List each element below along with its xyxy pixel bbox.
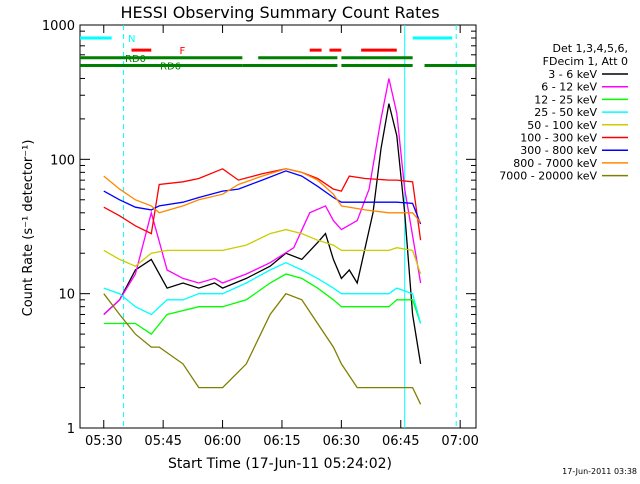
series-line-7 [103,170,422,225]
legend-entry-label: 800 - 7000 keV [513,157,597,170]
series-line-5 [103,228,422,275]
legend-entry-label: 25 - 50 keV [534,106,597,119]
flag-bar-label: RD0 [125,54,146,65]
y-tick-label: 1000 [42,19,75,34]
x-axis-label: Start Time (17-Jun-11 05:24:02) [168,456,392,472]
legend-entry-label: 12 - 25 keV [534,93,597,106]
series-line-1 [103,103,422,365]
series-line-9 [103,292,422,405]
series-line-8 [103,168,422,223]
x-tick-label: 06:45 [382,434,419,449]
x-tick-label: 06:00 [204,434,241,449]
x-tick-label: 06:30 [323,434,360,449]
flag-bar-label: RD6 [160,61,181,72]
series-line-3 [103,273,422,335]
plot-frame [79,24,477,429]
legend-entry-label: 100 - 300 keV [520,132,597,145]
y-axis-label: Count Rate (s⁻¹ detector⁻¹) [21,140,36,317]
plot-area: 05:30 05:45 06:00 06:15 06:30 06:45 07:00 1 10 10… [42,19,479,449]
x-tick-label: 05:45 [144,434,181,449]
x-tick-label: 07:00 [441,434,478,449]
timestamp-label: 17-Jun-2011 03:38 [562,467,637,476]
legend-entry-label: 300 - 800 keV [520,144,597,157]
y-tick-label: 10 [58,288,75,303]
y-tick-label: 100 [50,153,75,168]
legend-entry-label: 3 - 6 keV [548,68,597,81]
legend-header-line-1: Det 1,3,4,5,6, [552,42,628,55]
legend-header-line-2: FDecim 1, Att 0 [543,55,628,68]
series-line-4 [103,261,422,324]
x-tick-label: 05:30 [85,434,122,449]
flag-bar-label: N [128,34,135,45]
legend-entry-label: 6 - 12 keV [541,81,597,94]
x-tick-label: 06:15 [263,434,300,449]
legend-entry-label: 50 - 100 keV [527,119,597,132]
y-tick-label: 1 [67,422,75,437]
chart-title: HESSI Observing Summary Count Rates [120,3,439,22]
flag-bar-label: F [179,46,185,57]
series-line-2 [103,78,422,315]
legend-entry-label: 7000 - 20000 keV [499,170,597,183]
